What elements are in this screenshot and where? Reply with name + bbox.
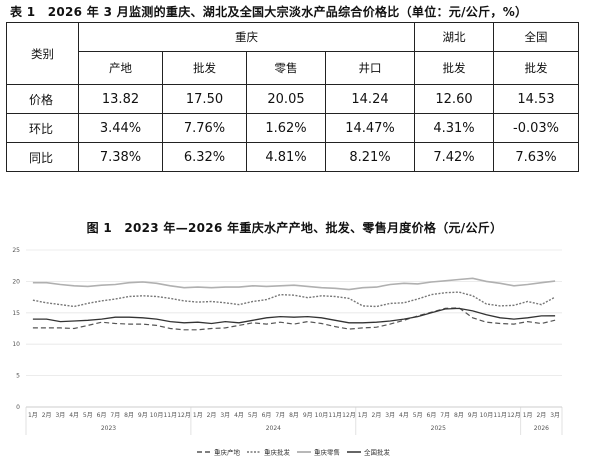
x-tick-label: 12月 — [177, 412, 191, 419]
y-tick-label: 10 — [12, 341, 20, 348]
x-tick-label: 2月 — [536, 412, 546, 419]
x-tick-label: 4月 — [234, 412, 244, 419]
x-year-label: 2026 — [534, 425, 549, 432]
x-tick-label: 7月 — [110, 412, 120, 419]
table-cell: 7.63% — [493, 142, 579, 172]
x-tick-label: 2月 — [207, 412, 217, 419]
header-group-chongqing: 重庆 — [78, 22, 415, 52]
row-label: 环比 — [6, 113, 79, 143]
subheader-cell: 零售 — [246, 51, 326, 85]
series-line — [32, 307, 556, 325]
x-tick-label: 7月 — [275, 412, 285, 419]
table-cell: 12.60 — [414, 84, 494, 114]
x-tick-label: 8月 — [454, 412, 464, 419]
x-tick-label: 8月 — [289, 412, 299, 419]
series-line — [32, 291, 556, 308]
table-row: 环比 3.44% 7.76% 1.62% 14.47% 4.31% -0.03% — [6, 113, 579, 143]
table-cell: 17.50 — [162, 84, 247, 114]
table-row: 同比 7.38% 6.32% 4.81% 8.21% 7.42% 7.63% — [6, 142, 579, 172]
table-cell: 13.82 — [78, 84, 163, 114]
table-cell: 14.47% — [325, 113, 415, 143]
x-tick-label: 11月 — [493, 412, 507, 419]
x-tick-label: 6月 — [97, 412, 107, 419]
table-cell: 20.05 — [246, 84, 326, 114]
subheader-cell: 批发 — [493, 51, 579, 85]
table-cell: 7.38% — [78, 142, 163, 172]
table-cell: 4.81% — [246, 142, 326, 172]
table-cell: 7.76% — [162, 113, 247, 143]
legend-label: 重庆产地 — [214, 447, 241, 456]
table-cell: 14.53 — [493, 84, 579, 114]
table-cell: 8.21% — [325, 142, 415, 172]
subheader-cell: 批发 — [414, 51, 494, 85]
x-tick-label: 4月 — [399, 412, 409, 419]
header-group-national: 全国 — [493, 22, 579, 52]
x-tick-label: 10月 — [150, 412, 164, 419]
x-tick-label: 7月 — [440, 412, 450, 419]
legend-label: 重庆批发 — [264, 447, 291, 456]
x-tick-label: 3月 — [55, 412, 65, 419]
y-tick-label: 0 — [16, 404, 20, 411]
x-tick-label: 1月 — [523, 412, 533, 419]
y-tick-label: 25 — [12, 247, 20, 254]
x-tick-label: 9月 — [468, 412, 478, 419]
x-tick-label: 5月 — [248, 412, 258, 419]
subheader-cell: 批发 — [162, 51, 247, 85]
x-tick-label: 12月 — [342, 412, 356, 419]
x-tick-label: 6月 — [427, 412, 437, 419]
x-tick-label: 10月 — [480, 412, 494, 419]
table-header-row-subheaders: 产地 批发 零售 井口 批发 批发 — [7, 51, 579, 85]
y-tick-label: 20 — [12, 278, 20, 285]
x-tick-label: 8月 — [124, 412, 134, 419]
header-group-hubei: 湖北 — [414, 22, 494, 52]
table-cell: 6.32% — [162, 142, 247, 172]
y-tick-label: 5 — [16, 373, 20, 380]
table-cell: 7.42% — [414, 142, 494, 172]
x-tick-label: 3月 — [550, 412, 560, 419]
x-year-label: 2023 — [101, 425, 116, 432]
x-tick-label: 9月 — [303, 412, 313, 419]
table-cell: 4.31% — [414, 113, 494, 143]
x-tick-label: 2月 — [372, 412, 382, 419]
x-year-label: 2024 — [266, 425, 281, 432]
x-tick-label: 5月 — [413, 412, 423, 419]
x-tick-label: 1月 — [358, 412, 368, 419]
row-label: 价格 — [6, 84, 79, 114]
x-tick-label: 5月 — [83, 412, 93, 419]
x-tick-label: 10月 — [315, 412, 329, 419]
table-cell: 1.62% — [246, 113, 326, 143]
legend-label: 重庆零售 — [314, 447, 340, 456]
table-header-row-groups: 类别 重庆 湖北 全国 — [6, 22, 579, 85]
table-row: 价格 13.82 17.50 20.05 14.24 12.60 14.53 — [6, 84, 579, 114]
x-tick-label: 4月 — [69, 412, 79, 419]
subheader-cell: 产地 — [78, 51, 163, 85]
x-tick-label: 12月 — [507, 412, 521, 419]
table-cell: 3.44% — [78, 113, 163, 143]
x-tick-label: 11月 — [328, 412, 342, 419]
x-tick-label: 9月 — [138, 412, 148, 419]
y-tick-label: 15 — [12, 310, 20, 317]
x-tick-label: 11月 — [163, 412, 177, 419]
price-comparison-table: 类别 重庆 湖北 全国 产地 批发 零售 井口 批发 批发 价格 13.82 1… — [6, 22, 579, 172]
subheader-cell: 井口 — [325, 51, 415, 85]
x-tick-label: 1月 — [193, 412, 203, 419]
x-tick-label: 6月 — [262, 412, 272, 419]
x-tick-label: 2月 — [42, 412, 52, 419]
x-tick-label: 3月 — [385, 412, 395, 419]
row-label: 同比 — [6, 142, 79, 172]
table-cell: 14.24 — [325, 84, 415, 114]
header-category: 类别 — [6, 22, 79, 85]
series-line — [32, 307, 556, 331]
x-tick-label: 1月 — [28, 412, 38, 419]
x-year-label: 2025 — [431, 425, 446, 432]
table-caption: 表 1 2026 年 3 月监测的重庆、湖北及全国大宗淡水产品综合价格比（单位：… — [10, 5, 528, 19]
chart-caption: 图 1 2023 年—2026 年重庆水产产地、批发、零售月度价格（元/公斤） — [86, 221, 503, 235]
series-line — [32, 277, 556, 291]
legend-label: 全国批发 — [364, 447, 391, 456]
x-tick-label: 3月 — [220, 412, 230, 419]
table-cell: -0.03% — [493, 113, 579, 143]
